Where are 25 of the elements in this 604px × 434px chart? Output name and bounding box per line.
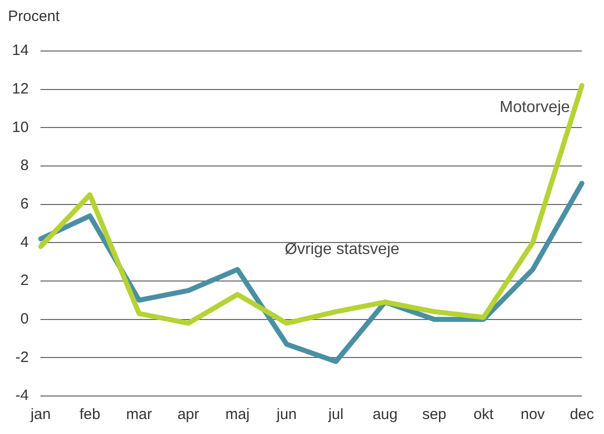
x-tick-label: feb (79, 406, 100, 424)
y-tick-label: 8 (20, 157, 29, 174)
x-tick-label: aug (372, 406, 398, 424)
x-tick-label: jan (30, 406, 51, 424)
y-tick-label: 12 (12, 80, 29, 98)
x-tick-label: mar (126, 406, 152, 424)
y-axis-title: Procent (8, 8, 60, 25)
y-tick-label: 2 (20, 272, 29, 290)
y-tick-label: 4 (20, 234, 29, 251)
y-tick-label: 0 (20, 310, 29, 328)
x-tick-label: nov (520, 406, 546, 424)
text: Øvrige statsveje (284, 240, 400, 258)
y-tick-label: 10 (12, 118, 29, 136)
x-tick-label: sep (422, 406, 446, 424)
x-tick-label: maj (225, 406, 250, 424)
x-tick-label: dec (570, 406, 594, 424)
y-tick-label: -2 (15, 348, 29, 366)
x-tick-label: jun (276, 406, 297, 424)
x-tick-label: okt (473, 406, 494, 424)
y-tick-label: 14 (12, 42, 29, 60)
series-label: Motorveje (500, 98, 570, 116)
y-tick-label: 6 (20, 195, 29, 212)
x-tick-label: apr (177, 406, 200, 424)
x-tick-label: jul (327, 406, 344, 424)
y-tick-label: -4 (15, 387, 29, 404)
